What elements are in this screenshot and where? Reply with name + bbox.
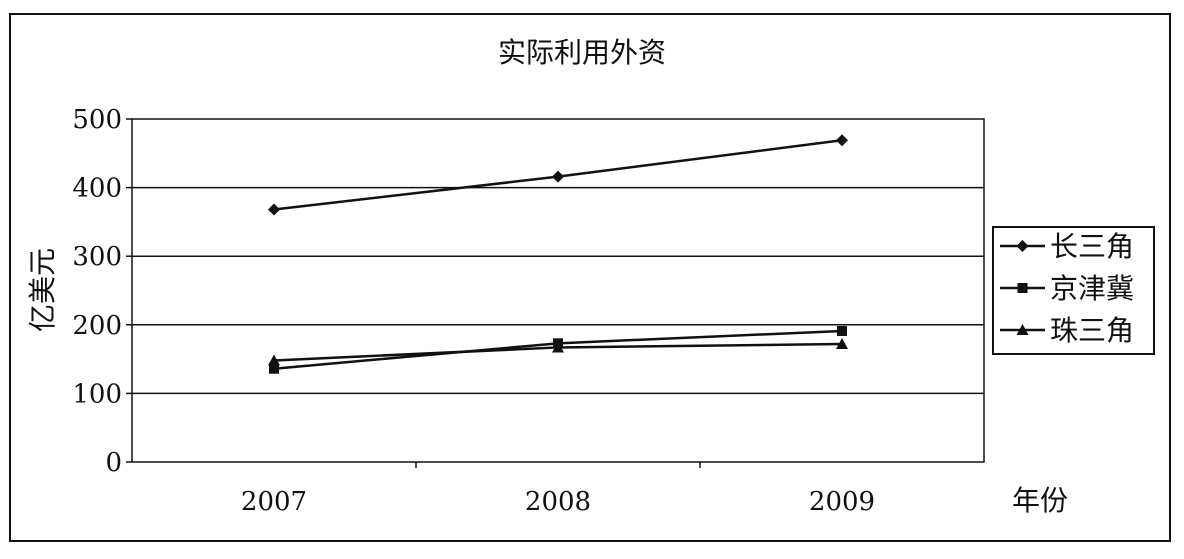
- x-tick-label: 2007: [241, 487, 307, 517]
- legend-label: 长三角: [1050, 230, 1134, 263]
- x-tick-label: 2009: [809, 487, 875, 517]
- chart-border: [9, 13, 1171, 542]
- series-1: [268, 134, 848, 216]
- x-tick-label: 2008: [525, 487, 591, 517]
- y-tick-label: 0: [105, 448, 122, 478]
- plot-area: [131, 118, 985, 463]
- gridlines: [126, 118, 984, 468]
- y-tick-label: 100: [72, 379, 122, 409]
- data-point: [268, 203, 280, 216]
- data-point: [552, 341, 564, 353]
- legend-label: 京津冀: [1050, 272, 1134, 305]
- y-tick-label: 200: [72, 311, 122, 341]
- data-point: [836, 134, 848, 147]
- data-point: [552, 170, 564, 183]
- x-axis-label: 年份: [1012, 484, 1068, 517]
- y-axis-label: 亿美元: [26, 248, 59, 332]
- legend-marker: [1017, 283, 1028, 293]
- y-tick-label: 400: [72, 174, 122, 204]
- data-point: [269, 363, 279, 374]
- data-point: [268, 354, 280, 366]
- legend-marker: [1016, 324, 1029, 335]
- y-tick-label: 500: [72, 105, 122, 135]
- chart-title: 实际利用外资: [498, 36, 666, 69]
- x-tick-labels: 2007 2008 2009: [241, 487, 875, 517]
- series-lines: [268, 134, 848, 374]
- legend-item: 京津冀: [1000, 272, 1134, 305]
- y-tick-labels: 0 100 200 300 400 500: [72, 105, 122, 478]
- legend-label: 珠三角: [1050, 314, 1134, 347]
- y-tick-label: 300: [72, 242, 122, 272]
- data-point: [837, 325, 847, 336]
- data-point: [836, 338, 848, 350]
- series-3: [268, 338, 848, 366]
- legend-item: 珠三角: [1000, 314, 1134, 347]
- legend-item: 长三角: [1000, 230, 1134, 263]
- legend-marker: [1016, 240, 1029, 252]
